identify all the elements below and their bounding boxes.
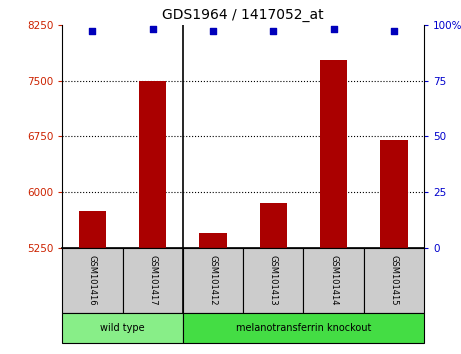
- Text: wild type: wild type: [100, 323, 145, 333]
- Bar: [62, 248, 123, 313]
- Bar: [303, 248, 364, 313]
- Bar: [243, 248, 303, 313]
- Bar: [79, 211, 106, 248]
- Bar: [123, 248, 183, 313]
- Bar: [183, 248, 243, 313]
- Bar: [260, 203, 287, 248]
- Text: GSM101415: GSM101415: [390, 255, 398, 306]
- Bar: [139, 81, 166, 248]
- Bar: [320, 60, 347, 248]
- Point: [330, 27, 337, 32]
- Bar: [62, 313, 183, 343]
- Text: GSM101417: GSM101417: [148, 255, 157, 306]
- Title: GDS1964 / 1417052_at: GDS1964 / 1417052_at: [162, 8, 324, 22]
- Point: [149, 27, 156, 32]
- Text: GSM101414: GSM101414: [329, 255, 338, 306]
- Point: [89, 29, 96, 34]
- Bar: [364, 248, 424, 313]
- Bar: [380, 140, 408, 248]
- Point: [209, 29, 217, 34]
- Text: melanotransferrin knockout: melanotransferrin knockout: [236, 323, 371, 333]
- Text: GSM101412: GSM101412: [208, 255, 218, 306]
- Point: [390, 29, 398, 34]
- Point: [270, 29, 277, 34]
- Text: GSM101416: GSM101416: [88, 255, 97, 306]
- Bar: [200, 233, 227, 248]
- Text: GSM101413: GSM101413: [269, 255, 278, 306]
- Bar: [183, 313, 424, 343]
